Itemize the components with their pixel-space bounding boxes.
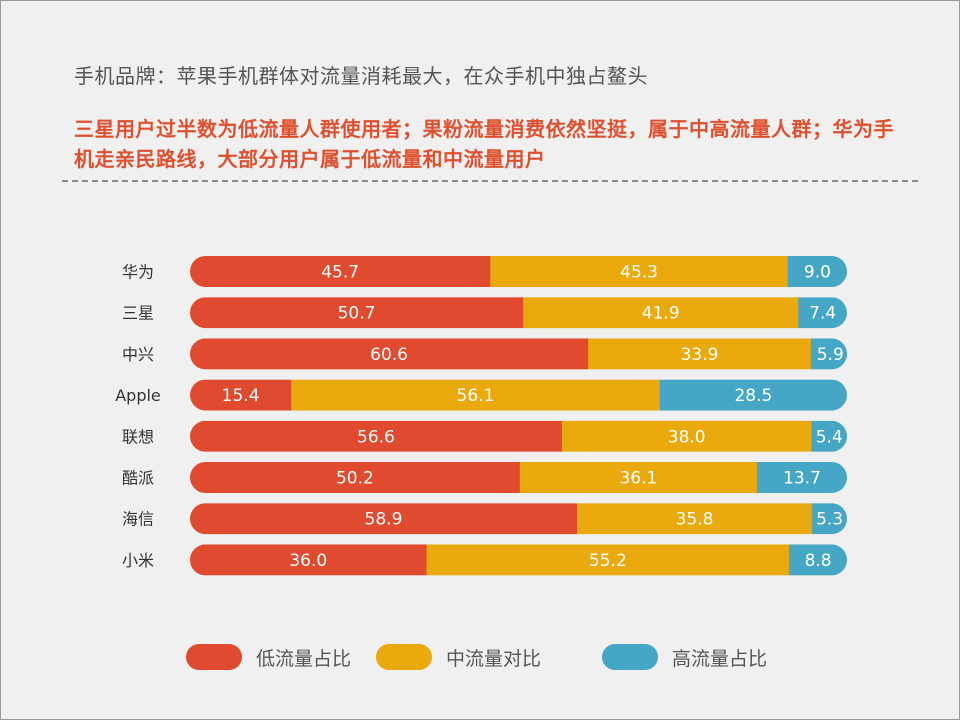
- bar-segment-mid: [291, 379, 661, 411]
- data-label-high: 5.3: [816, 510, 843, 530]
- data-label-mid: 36.1: [619, 469, 657, 489]
- data-label-mid: 45.3: [620, 263, 658, 283]
- bar-segment-mid: [588, 338, 812, 370]
- data-label-low: 56.6: [357, 427, 395, 447]
- bar-segment-high: [810, 338, 847, 370]
- bar-segment-high: [789, 544, 847, 576]
- bar-segment-low: [190, 338, 589, 370]
- category-label: 华为: [122, 263, 154, 282]
- bar-row: [190, 462, 847, 493]
- category-label: Apple: [115, 386, 161, 405]
- legend-label-mid: 中流量对比: [446, 647, 542, 670]
- bar-segment-high: [811, 420, 847, 452]
- data-label-low: 15.4: [222, 386, 260, 406]
- category-label: 小米: [122, 551, 154, 570]
- bar-segment-low: [190, 256, 491, 287]
- bar-row: [190, 420, 847, 452]
- category-label: 海信: [122, 510, 154, 529]
- bar-segment-mid: [523, 297, 799, 329]
- data-label-low: 60.6: [370, 345, 408, 365]
- bar-segment-mid: [576, 503, 813, 535]
- data-label-low: 50.2: [336, 469, 374, 489]
- bar-row: [190, 503, 847, 535]
- data-label-high: 13.7: [783, 469, 821, 489]
- data-label-mid: 33.9: [681, 345, 719, 365]
- bar-segment-mid: [490, 256, 789, 287]
- legend-swatch-high: [602, 644, 658, 670]
- legend-item-high: 高流量占比: [602, 640, 767, 674]
- data-label-low: 45.7: [321, 263, 359, 283]
- data-label-high: 5.4: [816, 427, 843, 447]
- bar-segment-low: [190, 503, 578, 535]
- data-label-mid: 38.0: [668, 427, 706, 447]
- bar-segment-mid: [426, 544, 790, 576]
- category-label: 联想: [122, 427, 154, 446]
- data-label-high: 7.4: [809, 304, 836, 324]
- data-label-high: 8.8: [805, 551, 832, 571]
- bar-row: [190, 256, 847, 287]
- bar-row: [190, 338, 847, 370]
- bar-segment-low: [190, 297, 524, 329]
- category-label: 中兴: [122, 345, 154, 364]
- legend-swatch-low: [186, 644, 242, 670]
- bar-segment-high: [659, 379, 847, 411]
- bar-segment-mid: [519, 462, 758, 493]
- data-label-high: 9.0: [804, 263, 831, 283]
- category-label: 三星: [122, 304, 154, 323]
- bar-segment-mid: [561, 420, 813, 452]
- bar-segment-low: [190, 462, 521, 493]
- data-label-high: 5.9: [817, 345, 844, 365]
- data-label-mid: 41.9: [642, 304, 680, 324]
- data-label-low: 36.0: [289, 551, 327, 571]
- slide-headline: 三星用户过半数为低流量人群使用者；果粉流量消费依然坚挺，属于中高流量人群；华为手…: [74, 117, 894, 171]
- bar-segment-low: [190, 420, 563, 452]
- data-label-mid: 56.1: [457, 386, 495, 406]
- data-label-low: 50.7: [338, 304, 376, 324]
- bar-row: [190, 297, 847, 329]
- bar-segment-high: [798, 297, 847, 329]
- legend-label-low: 低流量占比: [256, 647, 352, 670]
- slide-subtitle: 手机品牌：苹果手机群体对流量消耗最大，在众手机中独占鳌头: [74, 64, 648, 88]
- legend-item-low: 低流量占比: [186, 640, 351, 674]
- bar-row: [190, 379, 847, 411]
- bar-segment-high: [787, 256, 847, 287]
- data-label-low: 58.9: [365, 510, 403, 530]
- bar-segment-low: [190, 544, 428, 576]
- bar-segment-high: [756, 462, 847, 493]
- data-label-mid: 35.8: [676, 510, 714, 530]
- legend-swatch-mid: [376, 644, 432, 670]
- legend-label-high: 高流量占比: [672, 647, 768, 670]
- bar-segment-high: [812, 503, 847, 535]
- dashed-divider: [62, 180, 918, 182]
- bar-segment-low: [190, 379, 292, 411]
- bar-row: [190, 544, 847, 576]
- category-label: 酷派: [122, 469, 154, 488]
- chart-legend: 低流量占比 中流量对比 高流量占比: [0, 640, 960, 674]
- data-label-high: 28.5: [734, 386, 772, 406]
- legend-item-mid: 中流量对比: [376, 640, 541, 674]
- data-label-mid: 55.2: [589, 551, 627, 571]
